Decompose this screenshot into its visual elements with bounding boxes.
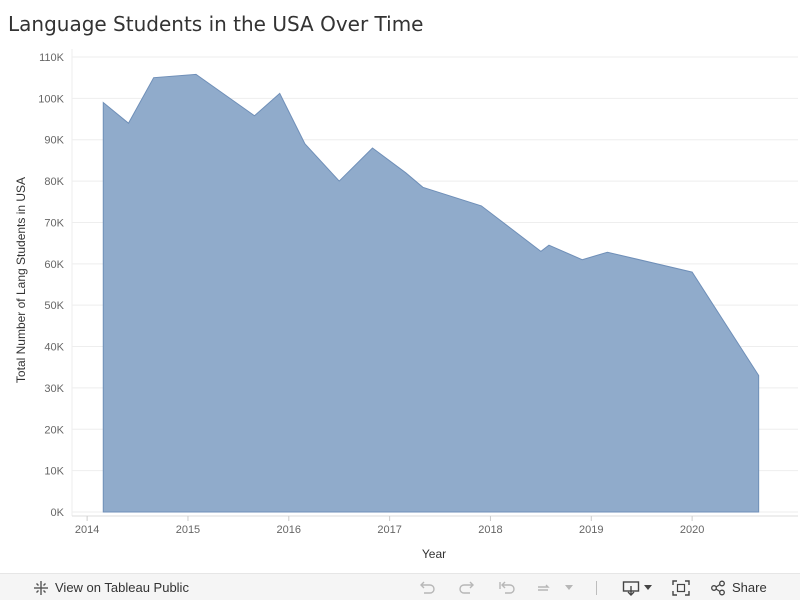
y-tick-label: 80K (44, 176, 64, 188)
data-point[interactable] (580, 258, 584, 262)
x-tick-label: 2014 (75, 524, 99, 536)
download-icon (622, 580, 640, 596)
area-chart: 0K 10K 20K 30K 40K 50K 60K 70K 80K 90K 100K 110K 20… (14, 49, 798, 561)
x-axis-title: Year (422, 547, 446, 561)
x-tick-label: 2018 (478, 524, 502, 536)
data-point[interactable] (539, 249, 543, 253)
undo-icon (418, 580, 436, 596)
undo-button[interactable] (418, 574, 436, 600)
x-tick-label: 2015 (176, 524, 200, 536)
chevron-down-icon (644, 584, 652, 591)
y-tick-label: 100K (38, 93, 64, 105)
page-title: Language Students in the USA Over Time (8, 12, 424, 36)
x-tick-label: 2020 (680, 524, 704, 536)
data-point[interactable] (370, 146, 374, 150)
fullscreen-icon (672, 579, 690, 596)
y-tick-label: 40K (44, 342, 64, 354)
y-tick-label: 30K (44, 383, 64, 395)
data-point[interactable] (605, 250, 609, 254)
x-tick-label: 2016 (277, 524, 301, 536)
download-button[interactable] (622, 574, 652, 600)
data-point[interactable] (690, 270, 694, 274)
data-point[interactable] (126, 121, 130, 125)
x-tick-label: 2017 (377, 524, 401, 536)
footer-toolbar: View on Tableau Public (0, 573, 800, 600)
revert-icon (498, 580, 516, 596)
chevron-down-icon (565, 584, 573, 591)
tableau-logo-icon (33, 580, 49, 596)
data-point[interactable] (194, 72, 198, 76)
y-tick-label: 90K (44, 135, 64, 147)
toolbar-divider (596, 574, 597, 600)
data-point[interactable] (303, 142, 307, 146)
y-tick-label: 110K (39, 52, 65, 64)
fullscreen-button[interactable] (672, 574, 690, 600)
y-tick-label: 10K (44, 466, 64, 478)
share-label: Share (732, 580, 767, 595)
data-point[interactable] (278, 91, 282, 95)
data-point[interactable] (101, 101, 105, 105)
share-button[interactable]: Share (710, 574, 767, 600)
revert-button[interactable] (498, 574, 516, 600)
y-tick-label: 70K (44, 217, 64, 229)
redo-button[interactable] (458, 574, 476, 600)
refresh-icon (535, 580, 555, 596)
data-point[interactable] (757, 374, 761, 378)
data-point[interactable] (152, 76, 156, 80)
data-point[interactable] (547, 243, 551, 247)
y-axis-title: Total Number of Lang Students in USA (14, 177, 28, 383)
refresh-button[interactable] (535, 574, 573, 600)
data-point[interactable] (253, 114, 257, 118)
view-on-tableau-label: View on Tableau Public (55, 580, 189, 595)
area-series-fill[interactable] (102, 73, 760, 513)
x-tick-label: 2019 (579, 524, 603, 536)
redo-icon (458, 580, 476, 596)
x-axis: 2014 2015 2016 2017 2018 2019 2020 (72, 515, 798, 536)
y-tick-label: 60K (44, 259, 64, 271)
share-icon (710, 580, 726, 596)
data-point[interactable] (479, 204, 483, 208)
y-tick-label: 50K (44, 300, 64, 312)
y-tick-label: 0K (51, 507, 65, 519)
y-axis: 0K 10K 20K 30K 40K 50K 60K 70K 80K 90K 100K 110K (38, 49, 73, 519)
view-on-tableau-link[interactable]: View on Tableau Public (33, 574, 189, 600)
y-tick-label: 20K (44, 424, 64, 436)
data-point[interactable] (337, 179, 341, 183)
area-series (101, 72, 761, 513)
data-point[interactable] (421, 185, 425, 189)
data-point[interactable] (404, 171, 408, 175)
